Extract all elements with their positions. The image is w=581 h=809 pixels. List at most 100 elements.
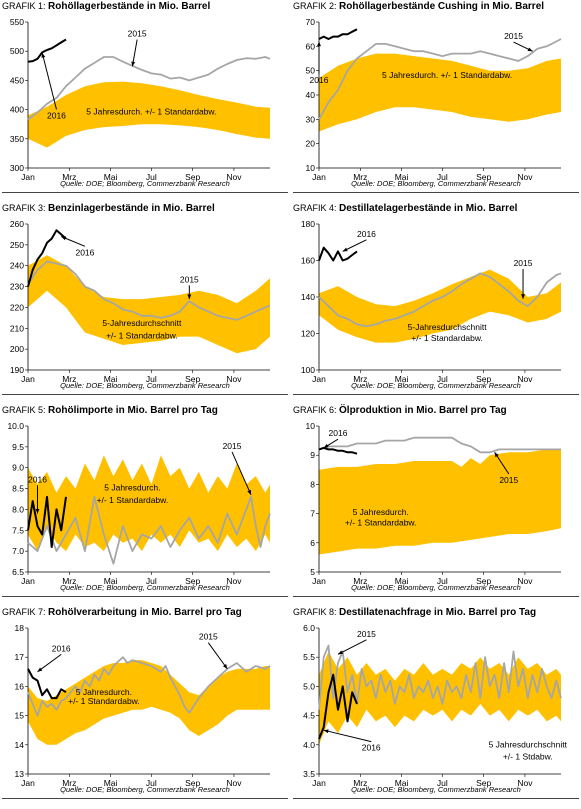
x-tick-label: Jul — [146, 172, 157, 182]
annotation-label: +/- 1 Stdabw. — [503, 751, 553, 761]
y-tick-label: 140 — [301, 292, 315, 302]
annotation-label: 2015 — [180, 274, 199, 284]
chart-number: GRAFIK 2: — [293, 1, 340, 11]
annotation-arrow — [207, 642, 228, 670]
x-tick-label: Jan — [21, 374, 35, 384]
annotation-arrowhead — [337, 650, 343, 655]
chart-panel-g2: GRAFIK 2: Rohöllagerbestände Cushing in … — [291, 0, 581, 202]
annotation-arrowhead — [317, 41, 321, 47]
y-tick-label: 250 — [10, 240, 24, 250]
annotation-arrow — [231, 451, 252, 496]
chart-number: GRAFIK 3: — [2, 203, 49, 213]
annotation-label: 2015 — [199, 632, 218, 642]
y-tick-label: 4.5 — [303, 711, 315, 721]
band-5y-avg-stddev — [319, 53, 561, 132]
annotation-arrowhead — [41, 52, 46, 58]
y-tick-label: 450 — [10, 75, 24, 85]
series-2015-line — [27, 656, 271, 717]
x-tick-label: Nov — [226, 576, 242, 586]
x-tick-label: Sep — [476, 778, 491, 788]
series-2016-line — [27, 38, 67, 63]
annotation-arrowhead — [223, 664, 228, 669]
x-tick-label: Jan — [312, 374, 326, 384]
annotation-arrow — [323, 729, 372, 743]
y-tick-label: 40 — [306, 90, 316, 100]
annotation-label: 5-Jahresdurchschnitt — [408, 322, 488, 332]
chart-title-text: Rohöllagerbestände Cushing in Mio. Barre… — [339, 1, 545, 12]
chart-number: GRAFIK 1: — [2, 1, 49, 11]
chart-svg: 5 6 7 8 9 10 Jan Mrz Mai Jul Sep Nov 2016 2015 5 Jahre… — [306, 421, 561, 586]
annotation-arrowhead — [37, 667, 43, 672]
series-2016-line — [318, 673, 358, 740]
chart-title: GRAFIK 2: Rohöllagerbestände Cushing in … — [293, 1, 544, 12]
panel-divider — [2, 596, 288, 597]
chart-svg: 190 200 210 220 230 240 250 260 Jan Mrz Mai Jul Sep N… — [10, 219, 271, 384]
y-tick-label: 8.0 — [12, 504, 24, 514]
chart-title-text: Rohölverarbeitung in Mio. Barrel pro Tag — [48, 607, 242, 618]
chart-title: GRAFIK 8: Destillatenachfrage in Mio. Ba… — [293, 607, 536, 618]
annotation-arrowhead — [342, 247, 348, 252]
y-tick-label: 10 — [306, 163, 316, 173]
y-tick-label: 4.0 — [303, 740, 315, 750]
y-tick-label: 230 — [10, 282, 24, 292]
x-tick-label: Jul — [146, 778, 157, 788]
y-tick-label: 70 — [306, 17, 316, 27]
x-tick-label: Nov — [226, 374, 242, 384]
x-tick-label: Mai — [104, 172, 118, 182]
annotation-label: 2016 — [357, 229, 376, 239]
y-tick-label: 14 — [15, 740, 25, 750]
annotation-label: 2016 — [47, 110, 66, 120]
x-tick-label: Jul — [146, 576, 157, 586]
series-2016-line — [318, 28, 358, 40]
series-2015-line — [27, 260, 271, 321]
annotation-label: 5 Jahresdurch. +/- 1 Standardabw. — [86, 106, 216, 116]
chart-title: GRAFIK 7: Rohölverarbeitung in Mio. Barr… — [2, 607, 242, 618]
x-tick-label: Mai — [395, 576, 409, 586]
y-tick-label: 350 — [10, 134, 24, 144]
panel-divider — [293, 596, 579, 597]
x-tick-label: Mrz — [62, 374, 76, 384]
chart-svg: 6.5 7.0 7.5 8.0 8.5 9.0 9.5 10.0 Jan Mrz Mai Jul Sep… — [7, 421, 271, 586]
chart-title-text: Destillatenachfrage in Mio. Barrel pro T… — [339, 607, 537, 618]
series-2016-line — [27, 229, 67, 287]
y-tick-label: 120 — [301, 329, 315, 339]
series-2016-line — [318, 446, 358, 455]
y-tick-label: 210 — [10, 323, 24, 333]
x-tick-label: Jul — [146, 374, 157, 384]
chart-panel-g4: GRAFIK 4: Destillatelagerbestände in Mio… — [291, 202, 581, 404]
y-tick-label: 100 — [301, 365, 315, 375]
annotation-arrowhead — [323, 443, 329, 448]
y-tick-label: 60 — [306, 41, 316, 51]
x-tick-label: Nov — [517, 576, 533, 586]
annotation-label: 2016 — [329, 428, 348, 438]
x-tick-label: Mrz — [62, 778, 76, 788]
band-5y-avg-stddev — [28, 660, 270, 745]
y-tick-label: 6.0 — [303, 623, 315, 633]
panel-divider — [2, 394, 288, 395]
source-note: Quelle: DOE; Bloomberg, Commerzbank Rese… — [60, 179, 230, 188]
chart-number: GRAFIK 7: — [2, 607, 49, 617]
x-tick-label: Mai — [104, 778, 118, 788]
x-tick-label: Jan — [312, 172, 326, 182]
y-tick-label: 180 — [301, 219, 315, 229]
chart-panel-g1: GRAFIK 1: Rohöllagerbestände in Mio. Bar… — [0, 0, 290, 202]
annotation-label: 2016 — [75, 247, 94, 257]
chart-panel-g7: GRAFIK 7: Rohölverarbeitung in Mio. Barr… — [0, 606, 290, 808]
chart-number: GRAFIK 8: — [293, 607, 340, 617]
x-tick-label: Mrz — [353, 778, 367, 788]
annotation-label: 2015 — [504, 31, 523, 41]
series-2016-line — [27, 668, 67, 700]
chart-svg: 3.5 4.0 4.5 5.0 5.5 6.0 Jan Mrz Mai Jul Sep Nov 2015… — [303, 623, 567, 788]
annotation-label: 5 Jahresdurch. — [104, 483, 160, 493]
y-tick-label: 9.5 — [12, 442, 24, 452]
annotation-label: 2015 — [514, 258, 533, 268]
chart-number: GRAFIK 4: — [293, 203, 340, 213]
panel-divider — [293, 394, 579, 395]
chart-panel-g3: GRAFIK 3: Benzinlagerbestände in Mio. Ba… — [0, 202, 290, 404]
x-tick-label: Mai — [395, 172, 409, 182]
y-tick-label: 9 — [310, 450, 315, 460]
y-tick-label: 190 — [10, 365, 24, 375]
x-tick-label: Mrz — [353, 576, 367, 586]
source-note: Quelle: DOE; Bloomberg, Commerzbank Rese… — [351, 381, 521, 390]
